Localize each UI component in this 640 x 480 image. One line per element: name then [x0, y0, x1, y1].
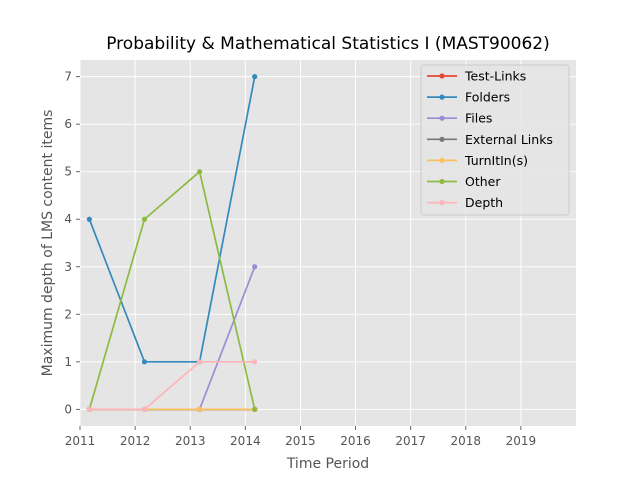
legend-label: Folders [465, 90, 510, 105]
data-point-turnitin-s [196, 406, 203, 412]
legend-swatch-marker [439, 178, 445, 185]
y-tick-label: 3 [64, 260, 72, 274]
y-tick-label: 5 [64, 165, 72, 179]
x-axis-label: Time Period [286, 456, 369, 472]
legend-label: TurnItIn(s) [464, 153, 528, 168]
y-tick-label: 1 [64, 355, 72, 369]
data-point-folders [252, 74, 258, 80]
x-tick-label: 2019 [506, 434, 537, 448]
data-point-depth [141, 406, 148, 412]
y-tick-label: 6 [64, 117, 72, 131]
series-lines [86, 74, 258, 412]
legend-entry: Files [427, 111, 492, 126]
x-tick-label: 2016 [340, 434, 371, 448]
data-point-folders [141, 359, 148, 365]
x-tick-label: 2013 [175, 434, 206, 448]
legend-label: Depth [465, 195, 503, 210]
legend-entry: Folders [427, 90, 510, 105]
y-tick-label: 7 [64, 70, 72, 84]
data-point-depth [196, 359, 203, 365]
series-line-folders [88, 76, 256, 363]
chart-title: Probability & Mathematical Statistics I … [106, 34, 550, 54]
legend-label: External Links [465, 132, 553, 147]
legend-entry: Other [427, 174, 501, 189]
legend-label: Files [465, 111, 492, 126]
legend-swatch-marker [439, 115, 445, 121]
data-point-other [252, 406, 258, 412]
data-point-folders [86, 216, 92, 222]
x-tick-label: 2018 [451, 434, 482, 448]
legend-swatch-marker [439, 94, 445, 100]
series-line-depth [89, 360, 255, 411]
x-tick-label: 2015 [285, 434, 316, 448]
y-tick-label: 0 [64, 402, 72, 416]
y-tick-label: 4 [64, 212, 72, 226]
legend-entry: Test-Links [427, 69, 526, 84]
y-tick-labels: 0 1 2 3 4 5 6 7 [64, 70, 80, 416]
legend-entry: Depth [427, 195, 503, 210]
legend-swatch-marker [439, 136, 445, 142]
legend-swatch-marker [439, 73, 445, 79]
data-point-depth [252, 359, 258, 365]
data-point-other [141, 216, 148, 222]
legend: Test-Links Folders Files External Links Turn… [420, 64, 570, 216]
x-tick-label: 2012 [120, 434, 151, 448]
x-tick-label: 2014 [230, 434, 261, 448]
legend-swatch-marker [439, 157, 445, 163]
legend-swatch-marker [439, 200, 445, 206]
x-tick-label: 2011 [65, 434, 96, 448]
legend-entry: TurnItIn(s) [427, 153, 528, 168]
series-depth [86, 359, 258, 412]
x-tick-labels: 2011 2012 2013 2014 2015 2016 2017 2018 2019 [65, 426, 536, 448]
data-point-other [196, 169, 203, 175]
y-tick-label: 2 [64, 307, 72, 321]
data-point-depth [86, 406, 92, 412]
legend-box [420, 64, 570, 216]
legend-label: Test-Links [464, 69, 526, 84]
series-line-other [88, 170, 256, 410]
y-axis-label: Maximum depth of LMS content items [40, 110, 56, 377]
legend-label: Other [465, 174, 501, 189]
x-tick-label: 2017 [395, 434, 426, 448]
legend-entry: External Links [427, 132, 553, 147]
data-point-files [252, 264, 258, 270]
